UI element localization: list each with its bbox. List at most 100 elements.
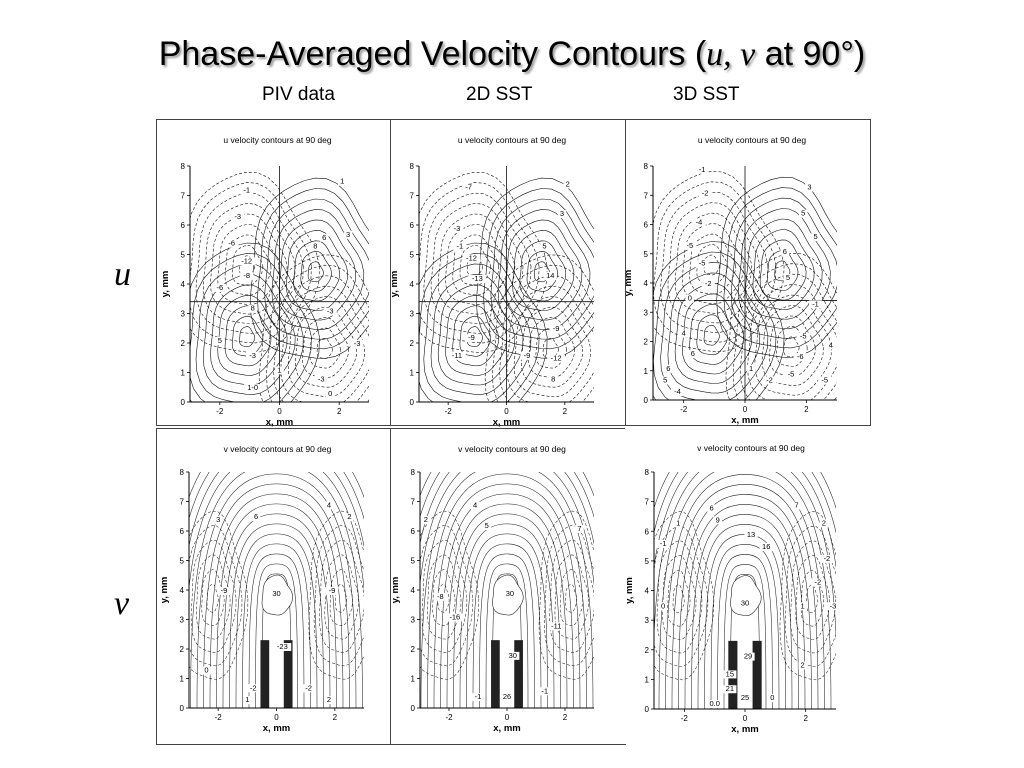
contour-label: -12 bbox=[551, 354, 562, 363]
contour-field bbox=[419, 166, 594, 402]
contour-line bbox=[210, 284, 288, 386]
contour-label: 2 bbox=[347, 512, 351, 521]
contour-label: -3 bbox=[234, 212, 241, 221]
chart-v-3dsst: v velocity contours at 90 deg -2 0 2 0 1 2 3 4 5 6… bbox=[624, 443, 840, 735]
contour-label: -5 bbox=[821, 375, 828, 384]
contour-label: 5 bbox=[218, 336, 222, 345]
y-tick-label: 2 bbox=[410, 339, 415, 348]
contour-label-bg bbox=[679, 329, 688, 338]
contour-label: 2 bbox=[801, 661, 805, 670]
contour-label: 1 bbox=[340, 177, 344, 186]
contour-label: 6 bbox=[322, 233, 326, 242]
y-tick-label: 1 bbox=[181, 369, 186, 378]
contour-label: 26 bbox=[503, 692, 511, 701]
y-tick-label: 6 bbox=[180, 527, 185, 536]
contour-label: -3 bbox=[354, 339, 361, 348]
contour-label: -7 bbox=[465, 183, 472, 192]
contour-line bbox=[258, 254, 369, 402]
contour-label: 14 bbox=[546, 271, 554, 280]
y-tick-label: 0 bbox=[645, 705, 650, 714]
y-tick-label: 6 bbox=[645, 527, 650, 536]
contour-label-bg bbox=[345, 513, 354, 522]
contour-line bbox=[201, 569, 225, 626]
x-tick-label: 2 bbox=[803, 714, 808, 723]
x-tick-label: 0 bbox=[743, 714, 748, 723]
chart-v-piv: v velocity contours at 90 deg -2 0 2 0 1 2 3 4 5 6… bbox=[159, 444, 364, 734]
contour-line bbox=[653, 241, 785, 400]
contour-line bbox=[795, 555, 830, 640]
contour-label: 0.0 bbox=[709, 699, 719, 708]
contour-line bbox=[776, 326, 808, 367]
contour-line bbox=[784, 525, 836, 667]
contour-label-bg bbox=[660, 376, 670, 385]
y-tick-label: 2 bbox=[645, 646, 650, 655]
contour-label-bg bbox=[231, 213, 245, 222]
contour-label-bg bbox=[658, 602, 668, 611]
contour-label: 7 bbox=[794, 501, 798, 510]
contour-label-bg bbox=[243, 696, 252, 705]
contour-label-bg bbox=[670, 388, 685, 397]
contour-label-bg bbox=[202, 666, 211, 675]
contour-label-bg bbox=[563, 180, 573, 189]
contour-label-bg bbox=[557, 210, 567, 219]
contour-line bbox=[286, 230, 349, 311]
contour-label: -1 bbox=[243, 186, 250, 195]
contour-label-bg bbox=[323, 307, 337, 316]
contour-label: 2 bbox=[424, 515, 428, 524]
contour-line bbox=[419, 242, 548, 402]
x-tick-label: 2 bbox=[563, 407, 568, 416]
panel-v-piv: v velocity contours at 90 deg -2 0 2 0 1 2 3 4 5 6… bbox=[156, 428, 391, 745]
chart-u-piv: u velocity contours at 90 deg-2 0 20123456… bbox=[160, 135, 369, 428]
contour-label-bg bbox=[746, 364, 756, 373]
contour-line bbox=[324, 554, 359, 640]
contour-line bbox=[779, 511, 836, 681]
contour-label-bg bbox=[796, 332, 810, 341]
contour-line bbox=[783, 336, 800, 358]
contour-line bbox=[459, 315, 491, 357]
y-tick-label: 4 bbox=[411, 586, 416, 595]
y-tick-label: 4 bbox=[180, 586, 185, 595]
contour-label: -1 bbox=[456, 242, 463, 251]
contour-label-bg bbox=[688, 350, 698, 359]
contour-line bbox=[565, 583, 577, 613]
contour-label: -3 bbox=[318, 374, 325, 383]
contour-label: -2 bbox=[702, 188, 709, 197]
contour-label-bg bbox=[798, 209, 808, 218]
y-tick-label: 5 bbox=[645, 557, 650, 566]
contour-label: 1 bbox=[245, 695, 249, 704]
contour-label-bg bbox=[820, 554, 834, 563]
contour-label-bg bbox=[738, 694, 752, 703]
contour-line bbox=[674, 212, 753, 314]
contour-line bbox=[309, 327, 341, 369]
contour-label-bg bbox=[482, 522, 491, 531]
contour-line bbox=[216, 503, 337, 708]
contour-line bbox=[479, 553, 535, 708]
contour-label-bg bbox=[723, 685, 737, 694]
contour-line bbox=[484, 254, 594, 402]
contour-label: 3 bbox=[346, 230, 350, 239]
contour-label-bg bbox=[324, 501, 334, 510]
contour-label: 30 bbox=[509, 651, 517, 660]
contour-label: -5 bbox=[686, 241, 693, 250]
contour-label: -16 bbox=[449, 613, 460, 622]
contour-label-bg bbox=[246, 351, 260, 360]
contour-line bbox=[210, 213, 288, 315]
contour-label: 30 bbox=[506, 589, 514, 598]
y-tick-label: 3 bbox=[180, 616, 185, 625]
contour-label-bg bbox=[673, 519, 683, 528]
x-axis-label: x, mm bbox=[263, 723, 290, 734]
contour-label-bg bbox=[248, 304, 257, 313]
contour-line bbox=[421, 540, 468, 653]
contour-line bbox=[667, 202, 761, 324]
contour-label: -12 bbox=[466, 253, 477, 262]
contour-label-bg bbox=[798, 661, 807, 670]
contour-line bbox=[717, 554, 773, 709]
y-axis-label: y, mm bbox=[159, 577, 170, 604]
column-header-3d-sst: 3D SST bbox=[673, 84, 740, 105]
contour-label: 3 bbox=[807, 182, 811, 191]
contour-line bbox=[672, 584, 685, 614]
y-tick-label: 2 bbox=[411, 645, 416, 654]
row-label-v: v bbox=[114, 585, 130, 622]
contour-line bbox=[549, 540, 594, 653]
contour-label-bg bbox=[780, 247, 790, 256]
